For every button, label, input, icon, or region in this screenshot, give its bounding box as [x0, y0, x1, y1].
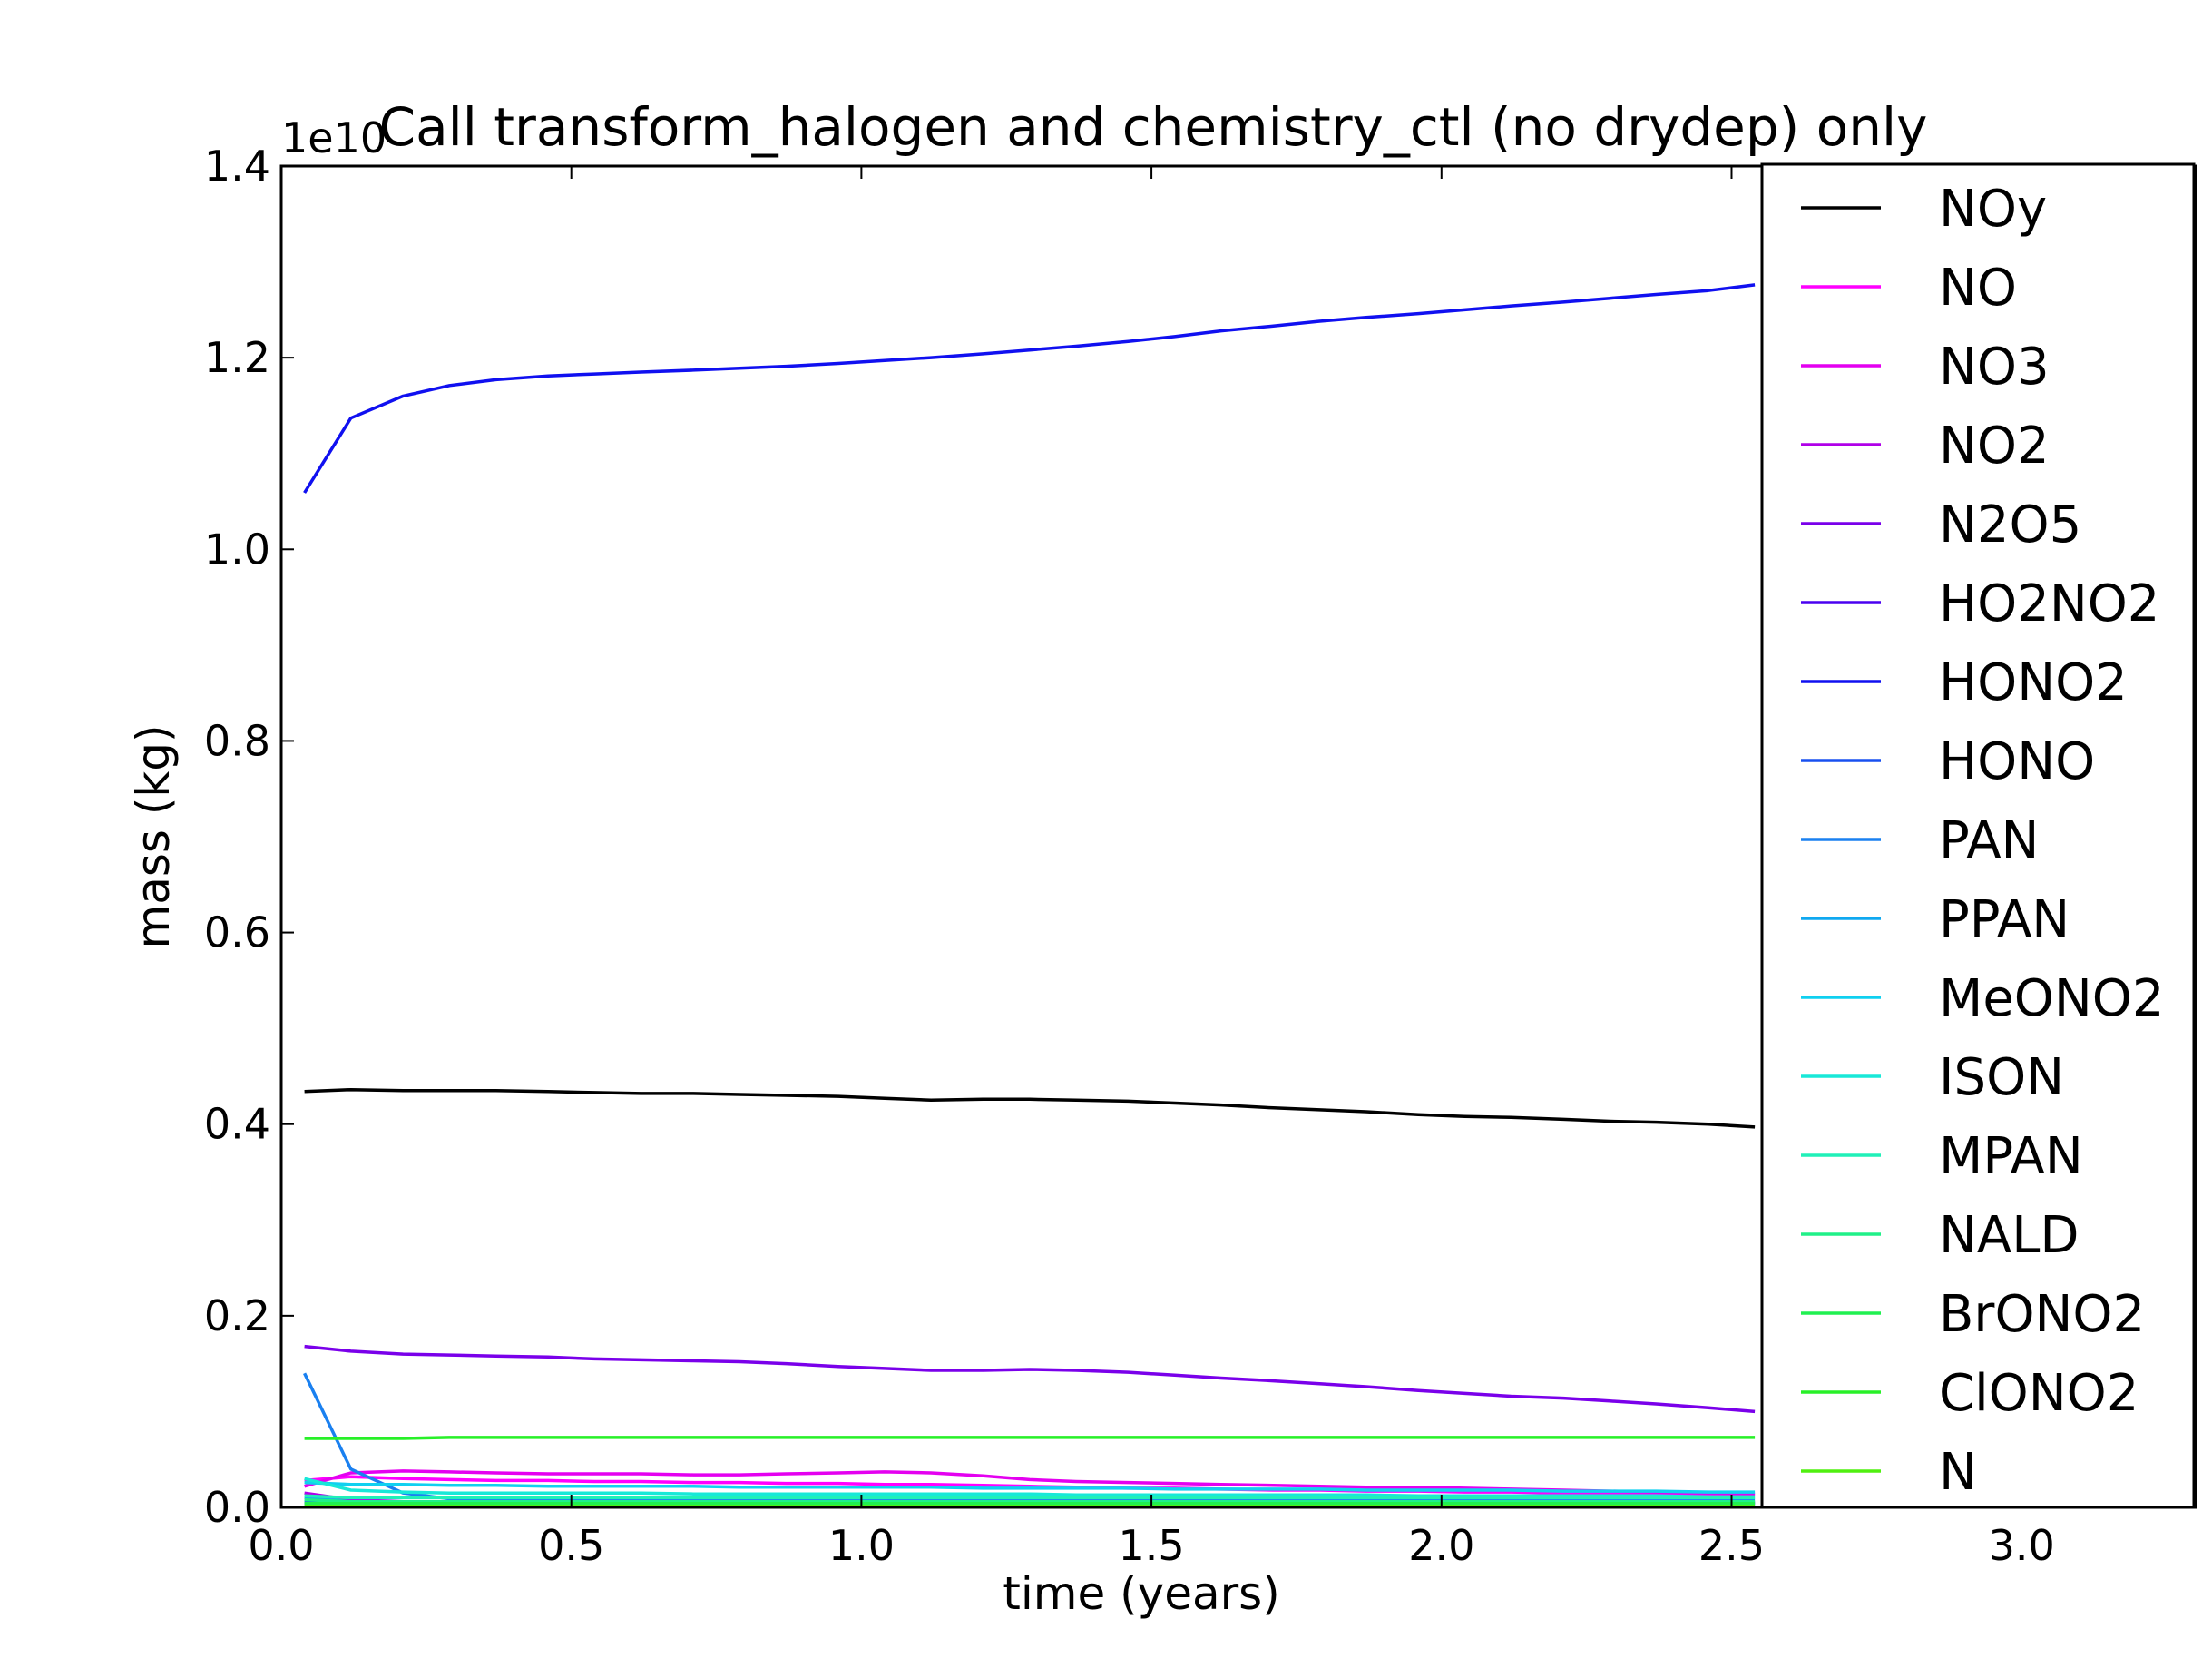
legend-label-pan: PAN	[1939, 811, 2039, 870]
x-axis-label: time (years)	[1003, 1567, 1279, 1620]
y-tick-label: 0.6	[204, 908, 270, 957]
axis-ticks: 0.0 0.5 1.0 1.5 2.0 2.5 3.0 0.0 0.2 0.4 0.6 0.8 1.0 1…	[204, 142, 2196, 1570]
legend-label-hono: HONO	[1939, 732, 2095, 791]
series-line-n2o5	[304, 1344, 1756, 1414]
series-layer	[303, 283, 1756, 1508]
y-axis-label: mass (kg)	[127, 724, 180, 948]
legend-label-ppan: PPAN	[1939, 890, 2070, 949]
legend-label-clono2: ClONO2	[1939, 1364, 2139, 1423]
x-tick-label: 1.0	[828, 1521, 895, 1570]
series-line-hono2	[303, 283, 1756, 494]
series-line-clono2	[304, 1436, 1756, 1440]
legend-label-nald: NALD	[1939, 1206, 2080, 1265]
y-tick-label: 0.8	[204, 716, 270, 765]
legend-label-ho2no2: HO2NO2	[1939, 574, 2159, 633]
legend-items: NOy NO NO3 NO2 N2O5 HO2NO2 HONO2 HONO PAN PPAN MeO…	[1801, 180, 2164, 1502]
series-line-no	[304, 1475, 1756, 1497]
legend-label-noy: NOy	[1939, 180, 2047, 239]
x-tick-label: 2.5	[1698, 1521, 1765, 1570]
y-tick-label: 0.2	[204, 1291, 270, 1340]
x-tick-label: 1.5	[1119, 1521, 1185, 1570]
series-line-mpan	[304, 1494, 1756, 1500]
x-tick-label: 0.5	[538, 1521, 604, 1570]
legend-label-n: N	[1939, 1443, 1977, 1502]
y-tick-label: 1.0	[204, 525, 270, 574]
legend: NOy NO NO3 NO2 N2O5 HO2NO2 HONO2 HONO PAN PPAN MeO…	[1760, 162, 2196, 1509]
series-line-pan	[303, 1372, 1756, 1502]
series-line-ison	[304, 1477, 1756, 1499]
x-tick-label: 0.0	[248, 1521, 314, 1570]
legend-box	[1760, 162, 2196, 1509]
legend-label-ison: ISON	[1939, 1048, 2064, 1107]
plot-area-frame	[279, 164, 2197, 1509]
legend-label-hono2: HONO2	[1939, 653, 2128, 712]
legend-label-brono2: BrONO2	[1939, 1285, 2145, 1344]
y-tick-label: 1.2	[204, 333, 270, 382]
legend-label-mpan: MPAN	[1939, 1127, 2083, 1186]
x-tick-label: 3.0	[1989, 1521, 2055, 1570]
legend-label-no2: NO2	[1939, 417, 2050, 476]
legend-label-n2o5: N2O5	[1939, 495, 2081, 554]
series-line-nald	[304, 1497, 1756, 1504]
y-tick-label: 0.4	[204, 1100, 270, 1149]
y-tick-label: 0.0	[204, 1483, 270, 1532]
legend-label-no: NO	[1939, 259, 2017, 318]
y-axis-offset-label: 1e10	[281, 113, 387, 162]
legend-label-no3: NO3	[1939, 338, 2050, 397]
series-line-noy	[304, 1087, 1756, 1129]
legend-label-meono2: MeONO2	[1939, 969, 2164, 1028]
chart-title: Call transform_halogen and chemistry_ctl…	[379, 96, 1928, 158]
y-tick-label: 1.4	[204, 142, 270, 191]
x-tick-label: 2.0	[1408, 1521, 1474, 1570]
series-line-meono2	[304, 1480, 1756, 1494]
